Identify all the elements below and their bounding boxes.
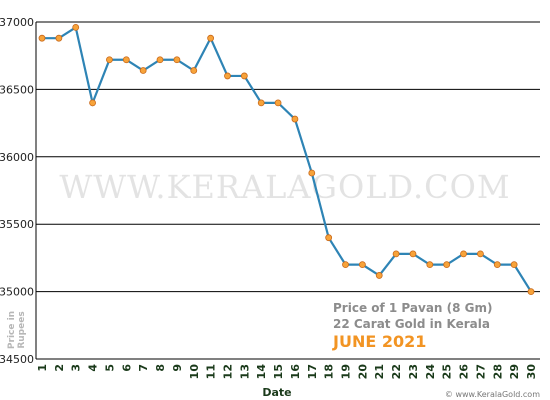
- x-tick-label: 9: [171, 364, 184, 372]
- y-tick-label: 34500: [0, 353, 34, 366]
- x-tick-label: 30: [525, 364, 538, 380]
- x-tick-label: 3: [70, 364, 83, 372]
- data-point: [274, 99, 282, 107]
- y-tick-label: 36000: [0, 151, 34, 164]
- x-tick-label: 10: [188, 364, 201, 380]
- x-tick-label: 12: [221, 364, 234, 379]
- data-point: [460, 250, 467, 258]
- watermark-text: WWW.KERALAGOLD.COM: [59, 168, 510, 206]
- data-point: [173, 56, 181, 64]
- x-tick-label: 16: [289, 364, 302, 380]
- data-point: [240, 72, 248, 80]
- x-tick-label: 22: [390, 364, 403, 379]
- x-tick-label: 17: [306, 364, 319, 379]
- x-tick-label: 11: [205, 364, 218, 379]
- y-tick-label: 36500: [0, 83, 34, 96]
- x-tick-label: 25: [441, 364, 454, 379]
- x-tick-label: 27: [474, 364, 487, 379]
- data-point: [55, 34, 63, 42]
- y-tick-label: 35000: [0, 286, 34, 299]
- y-axis-label-line1: Price in: [7, 311, 17, 349]
- x-tick-label: 13: [238, 364, 251, 379]
- x-tick-label: 23: [407, 364, 420, 379]
- data-point: [527, 288, 535, 296]
- chart-title-line2: 22 Carat Gold in Kerala: [333, 317, 490, 331]
- x-axis-label: Date: [262, 386, 291, 399]
- x-tick-label: 28: [491, 364, 504, 379]
- data-point: [139, 67, 147, 74]
- data-point: [72, 23, 80, 31]
- data-point: [342, 261, 349, 269]
- x-tick-label: 8: [154, 364, 167, 372]
- data-point: [409, 250, 417, 258]
- x-tick-label: 29: [508, 364, 521, 379]
- data-point: [207, 34, 215, 42]
- y-axis-label-line2: Rupees: [17, 311, 27, 348]
- x-tick-label: 21: [373, 364, 386, 379]
- data-point: [122, 56, 130, 64]
- x-tick-label: 4: [87, 364, 100, 372]
- data-point: [190, 67, 198, 74]
- data-point: [375, 272, 383, 279]
- data-point: [224, 72, 231, 80]
- x-tick-label: 24: [424, 364, 437, 380]
- x-tick-label: 26: [458, 364, 471, 380]
- data-point: [89, 99, 96, 107]
- data-points: [38, 23, 535, 296]
- y-tick-label: 35500: [0, 218, 34, 231]
- x-tick-label: 15: [272, 364, 285, 379]
- x-tick-label: 1: [36, 364, 49, 372]
- data-point: [443, 261, 451, 269]
- data-point: [493, 261, 501, 269]
- x-tick-label: 5: [103, 364, 116, 372]
- grid-lines: [36, 21, 540, 293]
- data-point: [257, 99, 265, 107]
- data-point: [477, 250, 484, 258]
- x-tick-label: 20: [356, 364, 369, 380]
- y-tick-labels: 34500 35000 35500 36000 36500 37000: [0, 16, 34, 366]
- data-point: [325, 234, 333, 242]
- data-point: [510, 261, 518, 269]
- data-point: [392, 250, 400, 258]
- data-point: [358, 261, 366, 269]
- site-credit: © www.KeralaGold.com: [445, 390, 540, 399]
- y-axis-label: Price in Rupees: [7, 311, 27, 349]
- x-tick-label: 2: [53, 364, 66, 372]
- x-tick-labels: 1 2 3 4 5 6 7 8 9 10 11 12 13 14 15 16 17 18 19 20 21 22 23 24 2…: [36, 364, 538, 380]
- data-point: [308, 169, 316, 177]
- x-tick-label: 6: [120, 364, 133, 372]
- x-tick-label: 18: [323, 364, 336, 379]
- x-tick-label: 19: [340, 364, 353, 379]
- x-tick-label: 7: [137, 364, 150, 372]
- y-tick-label: 37000: [0, 16, 34, 29]
- chart-title-line1: Price of 1 Pavan (8 Gm): [333, 301, 493, 315]
- data-point: [426, 261, 434, 269]
- data-point: [156, 56, 164, 64]
- chart-title-month: JUNE 2021: [332, 332, 426, 351]
- data-point: [38, 34, 46, 42]
- x-tick-label: 14: [255, 364, 268, 380]
- price-line: [42, 25, 532, 293]
- data-point: [106, 56, 113, 64]
- data-point: [291, 115, 299, 123]
